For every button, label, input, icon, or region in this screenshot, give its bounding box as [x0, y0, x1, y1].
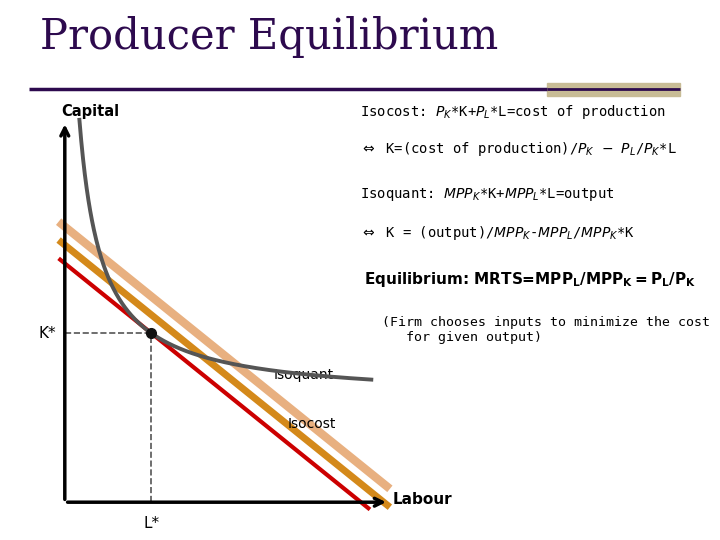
Text: Isoquant: Isoquant — [274, 368, 334, 382]
Text: Isoquant: $MPP_K$*K+$MPP_L$*L=output: Isoquant: $MPP_K$*K+$MPP_L$*L=output — [360, 186, 614, 203]
Text: Equilibrium: MRTS=$\mathbf{MPP_L/MPP_K=P_L/P_K}$: Equilibrium: MRTS=$\mathbf{MPP_L/MPP_K=P… — [364, 270, 696, 289]
Text: $\Leftrightarrow$ K = (output)/$MPP_K$-$MPP_L$/$MPP_K$*K: $\Leftrightarrow$ K = (output)/$MPP_K$-$… — [360, 224, 635, 242]
Bar — [547, 83, 680, 96]
Text: Labour: Labour — [392, 492, 452, 507]
Text: $\Leftrightarrow$ K=(cost of production)/$P_K$ $-$ $P_L$/$P_K$*L: $\Leftrightarrow$ K=(cost of production)… — [360, 140, 677, 158]
Text: Producer Equilibrium: Producer Equilibrium — [40, 16, 498, 58]
Text: Isocost: Isocost — [288, 417, 336, 431]
Text: Isocost: $P_K$*K+$P_L$*L=cost of production: Isocost: $P_K$*K+$P_L$*L=cost of product… — [360, 103, 666, 120]
Text: L*: L* — [143, 516, 160, 531]
Text: K*: K* — [39, 326, 56, 341]
Text: (Firm chooses inputs to minimize the cost
   for given output): (Firm chooses inputs to minimize the cos… — [382, 316, 710, 344]
Text: Capital: Capital — [61, 104, 120, 119]
